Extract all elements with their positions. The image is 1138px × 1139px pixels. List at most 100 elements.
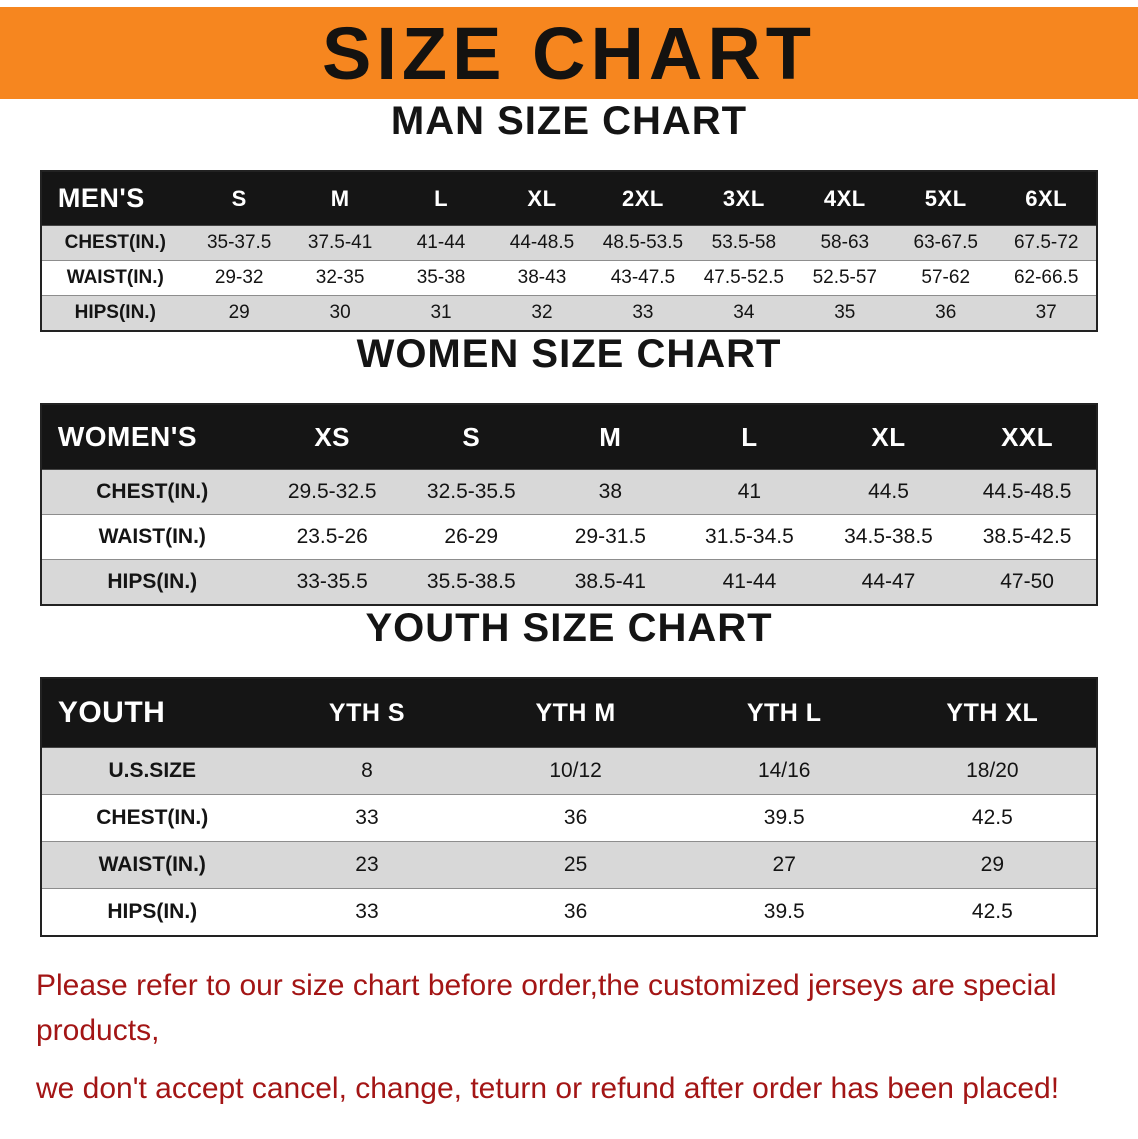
table-row: WAIST(IN.) 23.5-26 26-29 29-31.5 31.5-34.5 34… — [40, 514, 1098, 560]
men-size-table: MEN'S S M L XL 2XL 3XL 4XL 5XL 6XL CHEST(IN.) 35-37… — [39, 170, 1099, 332]
size-value-cell: 29-31.5 — [540, 514, 680, 560]
size-value-cell: 53.5-58 — [693, 225, 795, 261]
size-value-cell: 35 — [794, 295, 896, 331]
page-title: SIZE CHART — [322, 11, 816, 95]
size-column-header: 3XL — [693, 171, 795, 226]
size-value-cell: 32-35 — [289, 260, 391, 296]
size-value-cell: 48.5-53.5 — [592, 225, 694, 261]
size-value-cell: 44.5 — [818, 469, 959, 515]
size-value-cell: 29 — [188, 295, 290, 331]
row-label: HIPS(IN.) — [40, 559, 263, 605]
size-value-cell: 38.5-41 — [540, 559, 680, 605]
size-value-cell: 29.5-32.5 — [262, 469, 402, 515]
size-value-cell: 18/20 — [888, 747, 1098, 795]
men-section-heading: MAN SIZE CHART — [390, 99, 748, 143]
size-column-header: 2XL — [592, 171, 694, 226]
size-value-cell: 39.5 — [679, 794, 889, 842]
table-row: U.S.SIZE 8 10/12 14/16 18/20 — [40, 747, 1098, 795]
size-value-cell: 34 — [693, 295, 795, 331]
size-value-cell: 58-63 — [794, 225, 896, 261]
size-value-cell: 10/12 — [471, 747, 680, 795]
youth-section: YOUTH SIZE CHART YOUTH YTH S YTH M YTH L YTH… — [0, 606, 1138, 937]
table-row: HIPS(IN.) 33-35.5 35.5-38.5 38.5-41 41-44 44-… — [40, 559, 1098, 605]
size-value-cell: 37 — [996, 295, 1098, 331]
size-value-cell: 41-44 — [679, 559, 819, 605]
size-value-cell: 23.5-26 — [262, 514, 402, 560]
size-value-cell: 57-62 — [895, 260, 997, 296]
size-value-cell: 31 — [390, 295, 492, 331]
size-value-cell: 33 — [592, 295, 694, 331]
banner: SIZE CHART — [0, 7, 1138, 99]
size-value-cell: 38 — [540, 469, 680, 515]
table-row: WAIST(IN.) 29-32 32-35 35-38 38-43 43-47.5 47.… — [40, 260, 1098, 296]
row-label: HIPS(IN.) — [40, 295, 189, 331]
size-value-cell: 44.5-48.5 — [958, 469, 1098, 515]
size-value-cell: 23 — [262, 841, 472, 889]
size-column-header: 5XL — [895, 171, 997, 226]
size-value-cell: 47-50 — [958, 559, 1098, 605]
size-value-cell: 41-44 — [390, 225, 492, 261]
size-value-cell: 67.5-72 — [996, 225, 1098, 261]
size-value-cell: 47.5-52.5 — [693, 260, 795, 296]
size-column-header: 4XL — [794, 171, 896, 226]
size-column-header: M — [540, 404, 680, 470]
size-value-cell: 33 — [262, 888, 472, 936]
size-value-cell: 39.5 — [679, 888, 889, 936]
notice-line-2: we don't accept cancel, change, teturn o… — [36, 1072, 1060, 1105]
row-label: WAIST(IN.) — [40, 841, 263, 889]
size-value-cell: 25 — [471, 841, 680, 889]
size-value-cell: 36 — [471, 888, 680, 936]
table-row: CHEST(IN.) 33 36 39.5 42.5 — [40, 794, 1098, 842]
size-value-cell: 38-43 — [491, 260, 593, 296]
table-header-row: MEN'S S M L XL 2XL 3XL 4XL 5XL 6XL — [40, 171, 1098, 226]
women-size-table: WOMEN'S XS S M L XL XXL CHEST(IN.) 29.5-32.5 32.5… — [39, 403, 1099, 606]
size-column-header: YTH M — [471, 678, 680, 748]
size-column-header: YTH S — [262, 678, 472, 748]
size-value-cell: 32.5-35.5 — [401, 469, 541, 515]
size-column-header: XL — [818, 404, 959, 470]
youth-section-heading: YOUTH SIZE CHART — [365, 606, 773, 650]
row-label: CHEST(IN.) — [40, 794, 263, 842]
size-value-cell: 42.5 — [888, 888, 1098, 936]
youth-size-table: YOUTH YTH S YTH M YTH L YTH XL U.S.SIZE 8 10/12… — [39, 677, 1099, 937]
table-row: HIPS(IN.) 33 36 39.5 42.5 — [40, 888, 1098, 936]
size-value-cell: 33 — [262, 794, 472, 842]
table-corner-label: WOMEN'S — [40, 404, 263, 470]
size-value-cell: 62-66.5 — [996, 260, 1098, 296]
size-value-cell: 36 — [895, 295, 997, 331]
size-column-header: YTH XL — [888, 678, 1098, 748]
size-value-cell: 44-48.5 — [491, 225, 593, 261]
size-value-cell: 29-32 — [188, 260, 290, 296]
row-label: WAIST(IN.) — [40, 260, 189, 296]
size-value-cell: 63-67.5 — [895, 225, 997, 261]
size-value-cell: 43-47.5 — [592, 260, 694, 296]
size-value-cell: 27 — [679, 841, 889, 889]
size-value-cell: 52.5-57 — [794, 260, 896, 296]
size-value-cell: 33-35.5 — [262, 559, 402, 605]
notice-line-1: Please refer to our size chart before or… — [36, 969, 1057, 1047]
table-row: HIPS(IN.) 29 30 31 32 33 34 35 36 37 — [40, 295, 1098, 331]
size-value-cell: 36 — [471, 794, 680, 842]
table-row: CHEST(IN.) 35-37.5 37.5-41 41-44 44-48.5 48.5… — [40, 225, 1098, 261]
size-value-cell: 41 — [679, 469, 819, 515]
table-header-row: WOMEN'S XS S M L XL XXL — [40, 404, 1098, 470]
size-column-header: XL — [491, 171, 593, 226]
row-label: HIPS(IN.) — [40, 888, 263, 936]
size-column-header: M — [289, 171, 391, 226]
size-value-cell: 38.5-42.5 — [958, 514, 1098, 560]
women-section-heading: WOMEN SIZE CHART — [356, 332, 782, 376]
footer-notice: Please refer to our size chart before or… — [0, 963, 1138, 1111]
size-value-cell: 35-37.5 — [188, 225, 290, 261]
size-column-header: XXL — [958, 404, 1098, 470]
size-column-header: L — [679, 404, 819, 470]
row-label: CHEST(IN.) — [40, 469, 263, 515]
table-header-row: YOUTH YTH S YTH M YTH L YTH XL — [40, 678, 1098, 748]
size-value-cell: 35-38 — [390, 260, 492, 296]
table-corner-label: MEN'S — [40, 171, 189, 226]
table-corner-label: YOUTH — [40, 678, 263, 748]
size-value-cell: 34.5-38.5 — [818, 514, 959, 560]
size-value-cell: 30 — [289, 295, 391, 331]
size-value-cell: 31.5-34.5 — [679, 514, 819, 560]
size-value-cell: 37.5-41 — [289, 225, 391, 261]
row-label: WAIST(IN.) — [40, 514, 263, 560]
